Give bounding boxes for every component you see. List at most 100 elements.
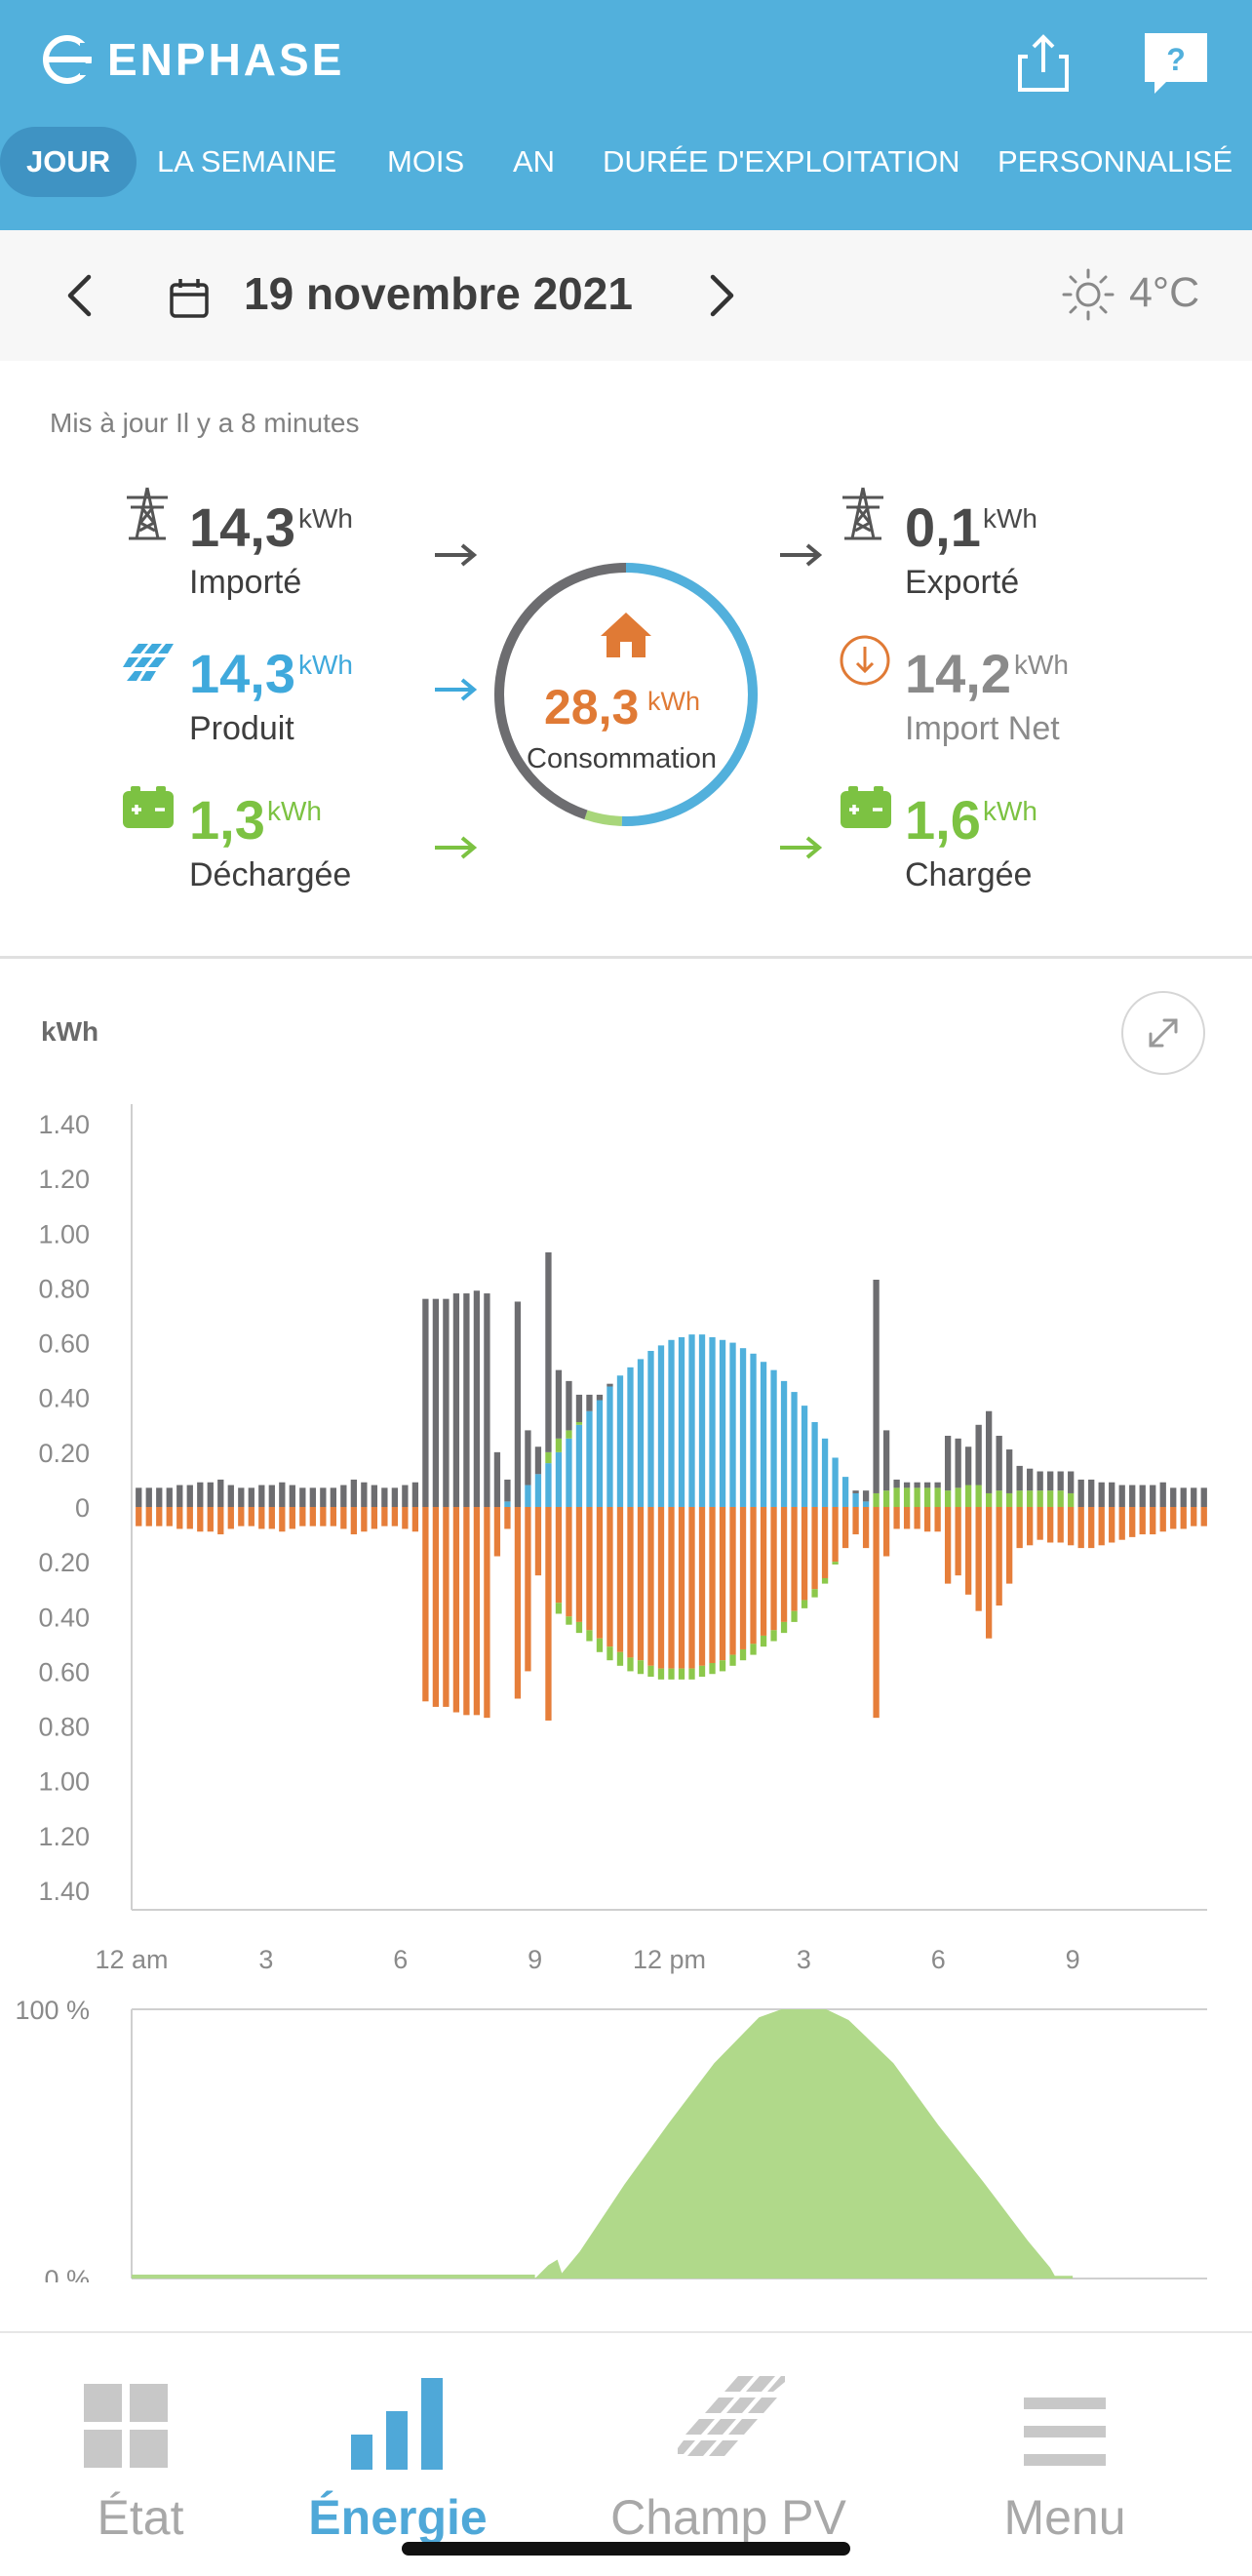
bar-battery-charge xyxy=(606,1646,613,1661)
bar-grid xyxy=(1139,1485,1146,1507)
produced-value: 14,3 xyxy=(189,643,295,704)
bar-battery-discharge xyxy=(914,1487,920,1507)
bar-grid xyxy=(217,1479,224,1507)
bar-solar xyxy=(586,1410,593,1507)
bar-chart-icon xyxy=(351,2378,443,2470)
tab-duree-exploitation[interactable]: DURÉE D'EXPLOITATION xyxy=(603,144,960,178)
tab-personnalise[interactable]: PERSONNALISÉ xyxy=(998,144,1233,178)
next-day-button[interactable] xyxy=(696,271,745,320)
bar-grid xyxy=(1109,1482,1115,1507)
bar-consumption xyxy=(463,1507,470,1716)
solar-panel-icon xyxy=(678,2376,785,2456)
tab-semaine[interactable]: LA SEMAINE xyxy=(157,144,337,178)
tab-jour[interactable]: JOUR xyxy=(0,127,137,197)
x-tick-label: 9 xyxy=(528,1945,542,1974)
net-import-label: Import Net xyxy=(905,710,1060,747)
bar-consumption xyxy=(821,1507,829,1578)
y-tick-label: 0.40 xyxy=(38,1384,90,1413)
import-arrow-icon xyxy=(435,543,478,567)
selected-date[interactable]: 19 novembre 2021 xyxy=(244,268,633,319)
bar-consumption xyxy=(136,1507,142,1526)
bar-grid xyxy=(1159,1482,1166,1507)
last-updated: Mis à jour Il y a 8 minutes xyxy=(50,408,360,438)
bar-battery-discharge xyxy=(985,1492,993,1507)
bar-battery-discharge xyxy=(964,1485,972,1507)
bar-grid xyxy=(1191,1487,1197,1507)
bar-consumption xyxy=(955,1507,961,1576)
bar-grid xyxy=(852,1490,859,1493)
bar-grid xyxy=(411,1482,419,1507)
bar-consumption xyxy=(504,1507,511,1529)
bar-consumption xyxy=(473,1507,481,1716)
bar-consumption xyxy=(1016,1507,1023,1549)
bar-solar xyxy=(534,1474,542,1507)
y-tick-label: 0 xyxy=(75,1493,90,1523)
bar-battery-charge xyxy=(627,1657,634,1672)
transmission-tower-icon xyxy=(127,487,168,540)
nav-energie[interactable]: Énergie xyxy=(242,2333,554,2576)
solar-panel-icon xyxy=(123,644,174,681)
bar-grid xyxy=(186,1485,193,1507)
bar-consumption xyxy=(627,1507,634,1658)
nav-champ-pv[interactable]: Champ PV xyxy=(572,2333,884,2576)
bar-consumption xyxy=(217,1507,224,1535)
bar-grid xyxy=(934,1482,941,1488)
previous-day-button[interactable] xyxy=(57,271,105,320)
tab-mois[interactable]: MOIS xyxy=(387,144,465,178)
bar-consumption xyxy=(299,1507,306,1526)
bar-consumption xyxy=(156,1507,163,1526)
bar-grid xyxy=(391,1487,399,1507)
bar-grid xyxy=(923,1482,931,1488)
bar-grid xyxy=(432,1298,440,1507)
tab-an[interactable]: AN xyxy=(513,144,556,178)
bar-consumption xyxy=(709,1507,716,1664)
bar-grid xyxy=(227,1485,234,1507)
bar-battery-charge xyxy=(821,1577,829,1584)
bar-solar xyxy=(719,1339,726,1507)
consumption-value: 28,3 xyxy=(544,680,640,734)
bar-grid xyxy=(862,1490,870,1502)
net-import-unit: kWh xyxy=(1014,650,1069,680)
calendar-icon[interactable] xyxy=(168,277,211,320)
bar-battery-discharge xyxy=(1047,1490,1054,1507)
nav-energie-label: Énergie xyxy=(308,2490,488,2545)
bar-grid xyxy=(575,1394,583,1422)
produced-unit: kWh xyxy=(298,650,353,680)
expand-chart-button[interactable] xyxy=(1121,991,1205,1075)
bar-consumption xyxy=(422,1507,429,1702)
bar-consumption xyxy=(801,1507,808,1601)
bar-battery-charge xyxy=(596,1638,604,1652)
date-bar: 19 novembre 2021 4°C xyxy=(0,230,1252,361)
bar-grid xyxy=(955,1438,961,1488)
bar-grid xyxy=(964,1447,972,1486)
bar-consumption xyxy=(985,1507,993,1639)
bar-battery-discharge xyxy=(923,1487,931,1507)
bar-battery-charge xyxy=(616,1651,624,1666)
consumption-unit: kWh xyxy=(647,687,700,716)
y-tick-label: 1.40 xyxy=(38,1110,90,1139)
bar-consumption xyxy=(852,1507,859,1535)
bar-consumption xyxy=(893,1507,900,1529)
soc-area xyxy=(132,2009,1074,2279)
imported-unit: kWh xyxy=(298,503,353,534)
nav-etat[interactable]: État xyxy=(0,2333,296,2576)
bar-consumption xyxy=(841,1507,849,1549)
sun-icon xyxy=(1062,268,1115,321)
hamburger-icon xyxy=(1024,2398,1106,2466)
bar-battery-charge xyxy=(832,1562,839,1565)
bar-grid xyxy=(975,1424,982,1486)
bar-battery-discharge xyxy=(944,1490,952,1507)
bar-grid xyxy=(1200,1487,1207,1507)
bar-grid xyxy=(279,1482,286,1507)
bar-battery-discharge xyxy=(1037,1490,1043,1507)
expand-icon xyxy=(1149,1018,1178,1048)
share-button[interactable] xyxy=(1004,23,1082,101)
net-import-value: 14,2 xyxy=(905,643,1011,704)
bar-consumption xyxy=(616,1507,624,1652)
bar-grid xyxy=(1068,1471,1075,1493)
nav-menu[interactable]: Menu xyxy=(909,2333,1221,2576)
bar-grid xyxy=(340,1485,347,1507)
bar-grid xyxy=(320,1487,327,1507)
bar-solar xyxy=(596,1400,604,1507)
help-button[interactable]: ? xyxy=(1137,23,1215,101)
